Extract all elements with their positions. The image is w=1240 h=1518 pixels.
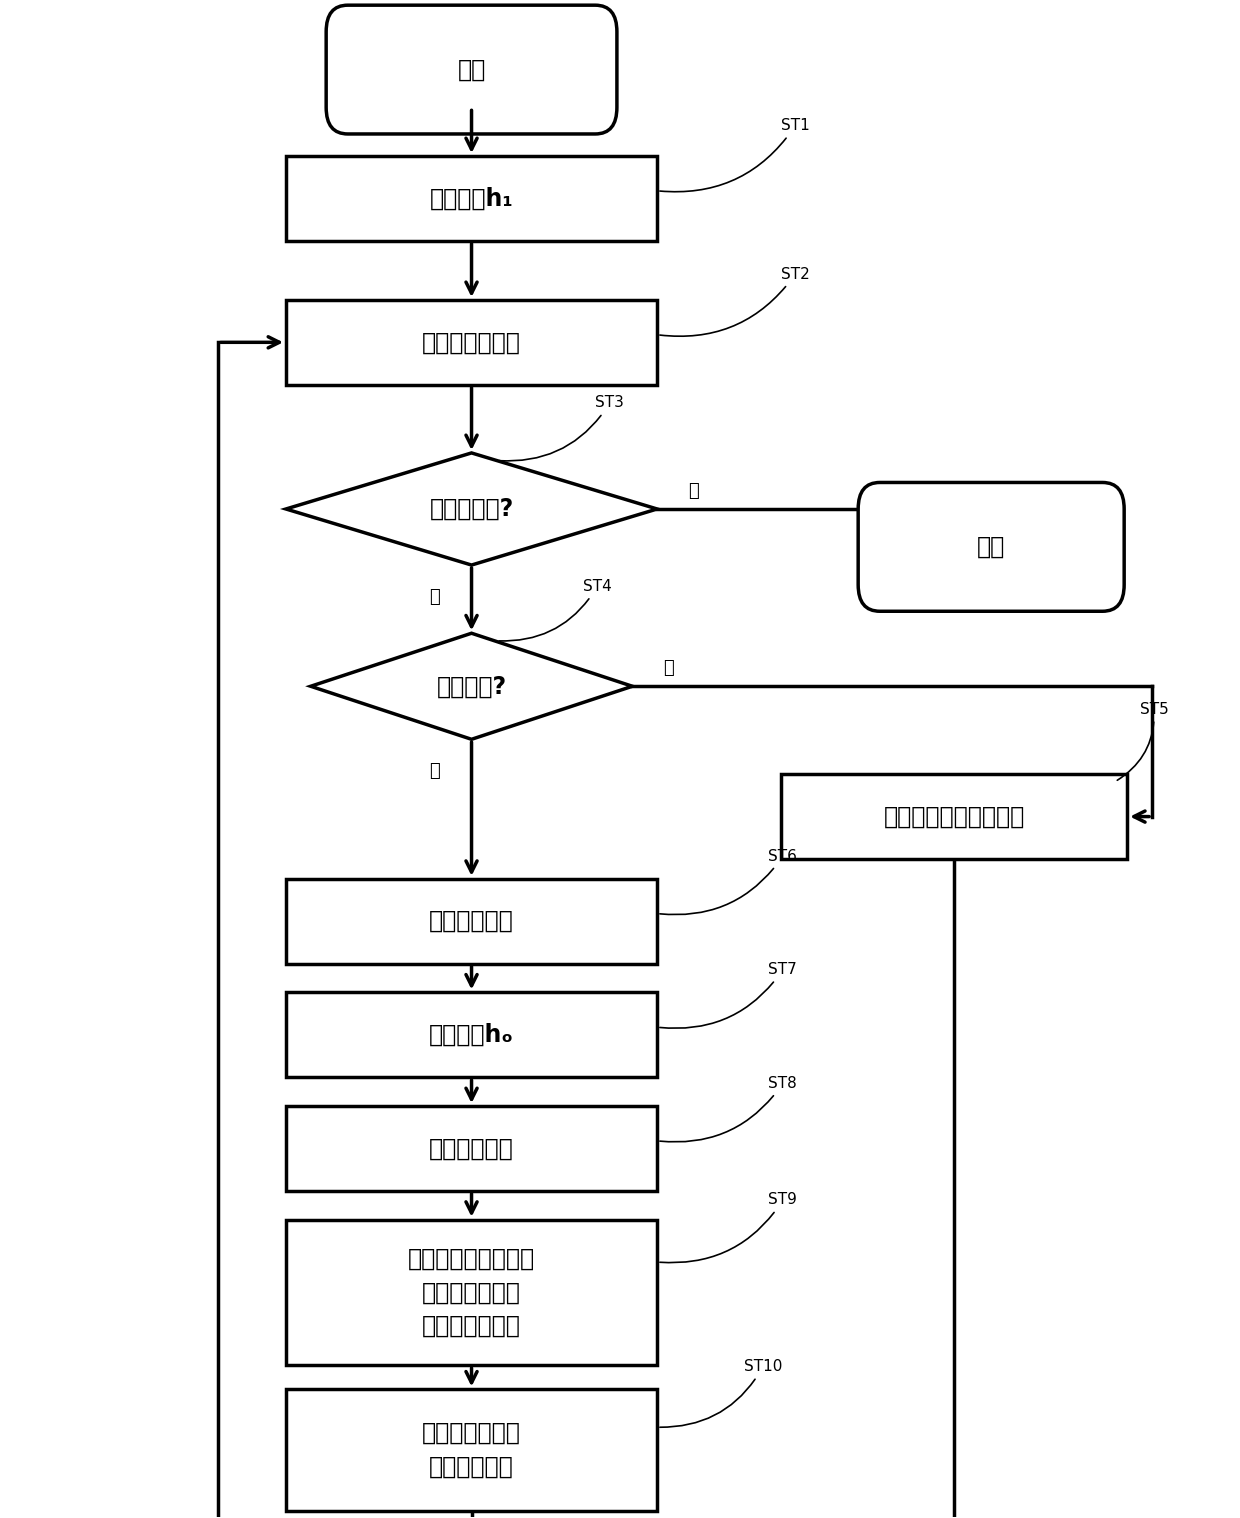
Text: 否: 否: [688, 481, 699, 499]
Text: 推定重叠模式: 推定重叠模式: [429, 1137, 513, 1160]
Text: 基于多个评价指标的
综合判断进行的
重叠的上下推定: 基于多个评价指标的 综合判断进行的 重叠的上下推定: [408, 1246, 536, 1337]
FancyBboxPatch shape: [326, 5, 618, 134]
Bar: [286, 879, 657, 964]
Bar: [286, 301, 657, 384]
Bar: [781, 774, 1127, 859]
Text: ST1: ST1: [660, 118, 810, 191]
Text: ST5: ST5: [1117, 701, 1168, 780]
Text: 否: 否: [663, 659, 675, 677]
Text: ST2: ST2: [660, 267, 810, 337]
Text: 是: 是: [429, 762, 440, 780]
Bar: [286, 156, 657, 241]
Text: ST6: ST6: [660, 849, 797, 915]
Polygon shape: [311, 633, 632, 739]
Text: ST7: ST7: [660, 962, 797, 1028]
Text: 是: 是: [429, 587, 440, 606]
Text: 存在重叠?: 存在重叠?: [436, 674, 507, 698]
Polygon shape: [286, 452, 657, 565]
Text: 检测重叠区域: 检测重叠区域: [429, 909, 513, 934]
Bar: [286, 1389, 657, 1510]
Bar: [286, 993, 657, 1078]
Text: ST4: ST4: [498, 578, 611, 641]
Text: 开始: 开始: [458, 58, 486, 82]
Text: 设定阈值hₒ: 设定阈值hₒ: [429, 1023, 513, 1047]
Text: 取得传感器信息: 取得传感器信息: [422, 331, 521, 354]
Text: 存在对象物?: 存在对象物?: [429, 496, 513, 521]
Text: 高度阈值h₁: 高度阈值h₁: [429, 187, 513, 211]
Text: ST9: ST9: [660, 1193, 797, 1263]
Text: 推定对象物的重心位置: 推定对象物的重心位置: [883, 805, 1024, 829]
Text: ST10: ST10: [660, 1359, 782, 1427]
FancyBboxPatch shape: [858, 483, 1125, 612]
Text: 推定上侧的对象
物的重心位置: 推定上侧的对象 物的重心位置: [422, 1421, 521, 1479]
Bar: [286, 1107, 657, 1190]
Text: 结束: 结束: [977, 534, 1006, 559]
Bar: [286, 1219, 657, 1365]
Text: ST8: ST8: [660, 1076, 797, 1142]
Text: ST3: ST3: [498, 396, 624, 461]
